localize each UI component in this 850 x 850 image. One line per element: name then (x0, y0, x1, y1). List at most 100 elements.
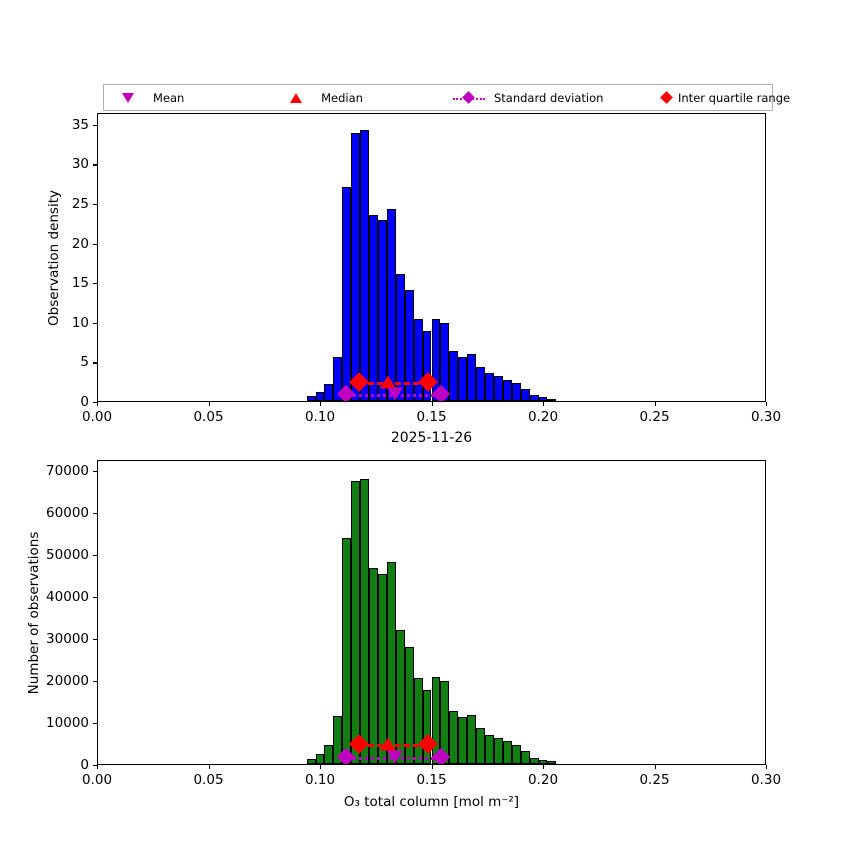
legend-label: Mean (153, 90, 185, 105)
histogram-bar (333, 716, 343, 764)
y-axis-tick-label: 50000 (46, 546, 89, 563)
histogram-bar (377, 573, 387, 764)
x-axis-tick-label: 0.10 (304, 772, 336, 788)
x-axis-tick-label: 0.30 (750, 772, 782, 788)
x-axis-tick-label: 0.10 (304, 409, 336, 425)
histogram-bar (520, 389, 530, 401)
y-axis-tick (93, 322, 97, 324)
histogram-bar (502, 379, 512, 401)
legend-entry-median: Median (272, 85, 445, 110)
histogram-bar (315, 754, 325, 764)
histogram-bar (306, 758, 316, 764)
legend-label: Inter quartile range (678, 90, 791, 105)
histogram-bar (386, 562, 396, 764)
histogram-bar (306, 396, 316, 401)
mean-marker (386, 387, 403, 401)
x-axis-tick-label: 0.15 (416, 409, 447, 425)
histogram-bar (422, 689, 432, 764)
x-axis-tick (208, 765, 210, 769)
histogram-bar (369, 567, 378, 764)
y-axis-tick (93, 243, 97, 245)
x-axis-tick (431, 765, 433, 769)
x-axis-tick (208, 402, 210, 406)
legend-label: Standard deviation (493, 90, 604, 105)
histogram-bar (467, 714, 477, 764)
median-marker (379, 737, 396, 751)
histogram-bar (440, 322, 450, 401)
y-axis-label: Number of observations (26, 531, 42, 694)
y-axis-tick-label: 20 (71, 235, 89, 252)
legend-entry-inter-quartile-range: Inter quartile range (656, 85, 790, 110)
y-axis-tick-label: 40000 (46, 588, 89, 605)
median-marker-icon (278, 89, 314, 107)
axes-observation-density (97, 113, 766, 402)
histogram-bar (547, 761, 557, 764)
histogram-bar (404, 290, 414, 401)
x-axis-tick (97, 765, 99, 769)
histogram-bar (315, 392, 325, 401)
plot-area-observation-density (98, 114, 765, 401)
median-marker (379, 375, 396, 389)
histogram-bar (360, 478, 370, 764)
x-axis-tick (654, 765, 656, 769)
iqr-marker-icon (660, 91, 673, 104)
stddev-marker-icon (462, 91, 476, 104)
y-axis-tick (93, 638, 97, 640)
histogram-bar (529, 395, 539, 401)
histogram-bar (493, 737, 503, 764)
x-axis-tick-label: 0.20 (527, 409, 559, 425)
histogram-bar (493, 375, 503, 401)
x-axis-tick (766, 402, 768, 406)
mean-marker-icon (110, 89, 146, 107)
histogram-bar (431, 676, 441, 764)
y-axis-tick-label: 60000 (46, 504, 89, 521)
y-axis-tick (93, 402, 97, 404)
y-axis-tick-label: 30000 (46, 630, 89, 647)
histogram-bar (351, 480, 361, 764)
y-axis-tick (93, 722, 97, 725)
histogram-bar (449, 351, 459, 401)
histogram-bar (395, 630, 405, 764)
histogram-bar (520, 751, 530, 764)
axes-number-of-observations (97, 460, 766, 765)
median-marker-icon (290, 92, 303, 103)
x-axis-tick (766, 765, 768, 769)
x-axis-tick-label: 0.15 (416, 772, 447, 788)
histogram-bar (467, 354, 477, 401)
y-axis-tick (93, 765, 97, 767)
histogram-bar (342, 538, 352, 764)
histogram-bar (333, 356, 343, 401)
plot-area-number-of-observations (98, 461, 765, 764)
y-axis-label: Observation density (46, 189, 62, 326)
histogram-bar (476, 728, 485, 764)
y-axis-tick (93, 680, 97, 683)
histogram-bar (538, 759, 548, 764)
y-axis-tick (93, 362, 97, 364)
x-axis-tick (543, 402, 545, 406)
mean-marker (386, 750, 403, 764)
x-axis-tick (654, 402, 656, 406)
y-axis-tick (93, 512, 97, 514)
histogram-bar (485, 734, 494, 764)
histogram-bar (404, 647, 414, 764)
mean-marker-icon (122, 92, 134, 103)
histogram-bar (413, 319, 423, 401)
x-axis-tick (97, 402, 99, 406)
x-axis-tick (543, 765, 545, 769)
histogram-bar (547, 398, 557, 401)
x-axis-tick-label: 0.00 (81, 772, 113, 788)
legend-entry-standard-deviation: Standard deviation (445, 85, 656, 110)
x-axis-tick-label: 0.25 (639, 409, 670, 425)
chart-title-date: 2025-11-26 (390, 430, 473, 446)
histogram-bar (476, 366, 485, 401)
histogram-bar (377, 220, 387, 401)
y-axis-tick (93, 164, 97, 166)
histogram-bar (449, 711, 459, 764)
y-axis-tick-label: 20000 (46, 672, 89, 689)
histogram-bar (342, 187, 352, 401)
y-axis-tick-label: 0 (80, 394, 89, 410)
y-axis-tick (93, 124, 97, 127)
y-axis-tick-label: 25 (71, 196, 89, 213)
chart-legend: Mean Median Standard deviation Inter quarti… (103, 84, 790, 111)
